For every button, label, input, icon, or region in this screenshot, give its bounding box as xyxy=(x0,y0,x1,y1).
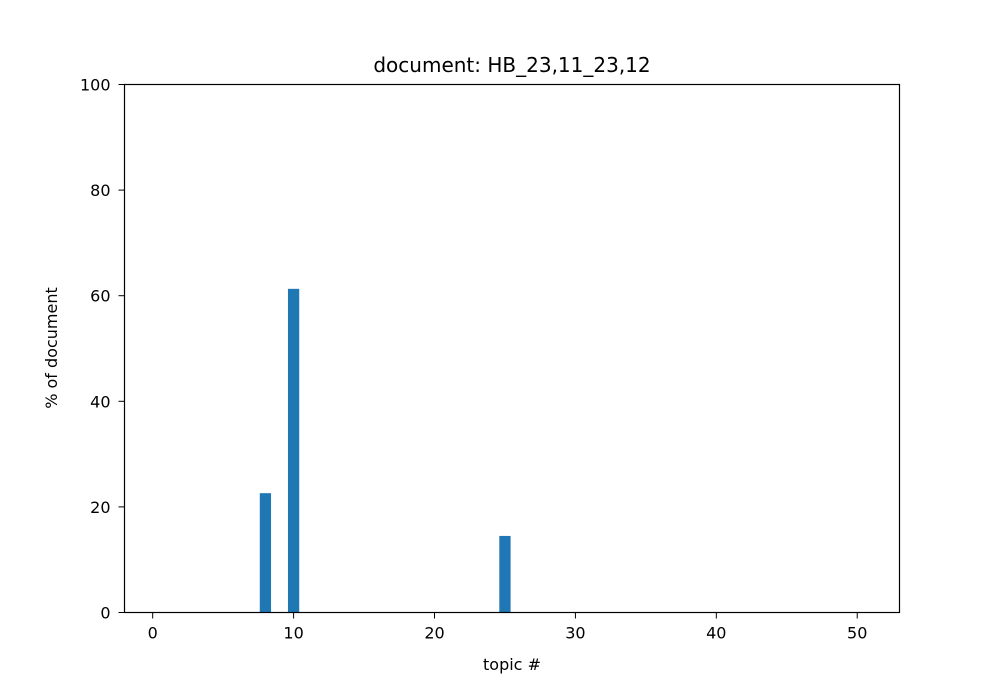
y-tick-label: 0 xyxy=(100,604,110,623)
plot-frame xyxy=(123,83,901,614)
x-tick-label: 0 xyxy=(148,624,158,643)
y-axis-ticks: 0 20 40 60 80 100 xyxy=(80,76,125,623)
x-tick-label: 10 xyxy=(283,624,303,643)
y-tick-label: 100 xyxy=(80,76,111,95)
y-tick-label: 80 xyxy=(90,181,110,200)
x-tick-label: 40 xyxy=(706,624,726,643)
x-tick-label: 20 xyxy=(424,624,444,643)
y-tick-label: 40 xyxy=(90,392,110,411)
x-tick-label: 30 xyxy=(565,624,585,643)
chart-title: document: HB_23,11_23,12 xyxy=(373,53,650,77)
bar-topic-10 xyxy=(287,288,300,613)
y-tick-label: 20 xyxy=(90,498,110,517)
y-tick-label: 60 xyxy=(90,287,110,306)
x-axis-ticks: 0 10 20 30 40 50 xyxy=(148,612,867,643)
bars-group xyxy=(259,288,511,613)
x-axis-label: topic # xyxy=(483,655,541,674)
bar-topic-25 xyxy=(499,535,511,613)
bar-topic-8 xyxy=(259,493,272,613)
y-axis-label: % of document xyxy=(42,287,61,409)
x-tick-label: 50 xyxy=(847,624,867,643)
